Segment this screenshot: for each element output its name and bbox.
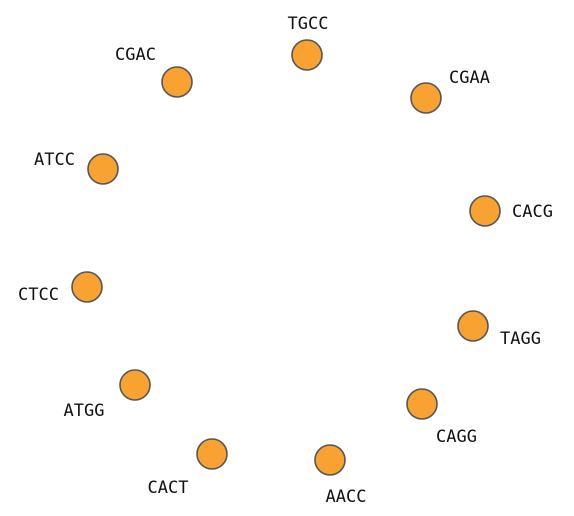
node-label: ATCC [34,150,75,170]
node-cagg: CAGG [406,388,477,447]
node-aacc: AACC [314,444,367,507]
node-circle [469,195,501,227]
node-label: CTCC [18,285,59,305]
node-circle [196,438,228,470]
node-circle [87,153,119,185]
node-circle [314,444,346,476]
node-tgcc: TGCC [288,14,329,71]
node-circle [457,310,489,342]
node-cgac: CGAC [115,45,193,98]
node-cacg: CACG [469,195,553,227]
node-circle [410,82,442,114]
node-label: CACT [148,478,189,498]
node-circle [406,388,438,420]
node-label: CGAA [449,68,490,88]
node-atcc: ATCC [34,150,119,185]
node-circle [71,271,103,303]
node-ctcc: CTCC [18,271,103,305]
node-circle [291,39,323,71]
node-label: AACC [326,487,367,507]
node-cact: CACT [148,438,228,498]
node-label: CACG [512,202,553,222]
node-circle [161,66,193,98]
node-label: TAGG [500,329,541,349]
node-atgg: ATGG [64,369,151,421]
node-cgaa: CGAA [410,68,490,114]
node-label: CAGG [436,427,477,447]
node-label: CGAC [115,45,156,65]
node-tagg: TAGG [457,310,541,349]
node-label: TGCC [288,14,329,34]
node-circle [119,369,151,401]
node-label: ATGG [64,401,105,421]
